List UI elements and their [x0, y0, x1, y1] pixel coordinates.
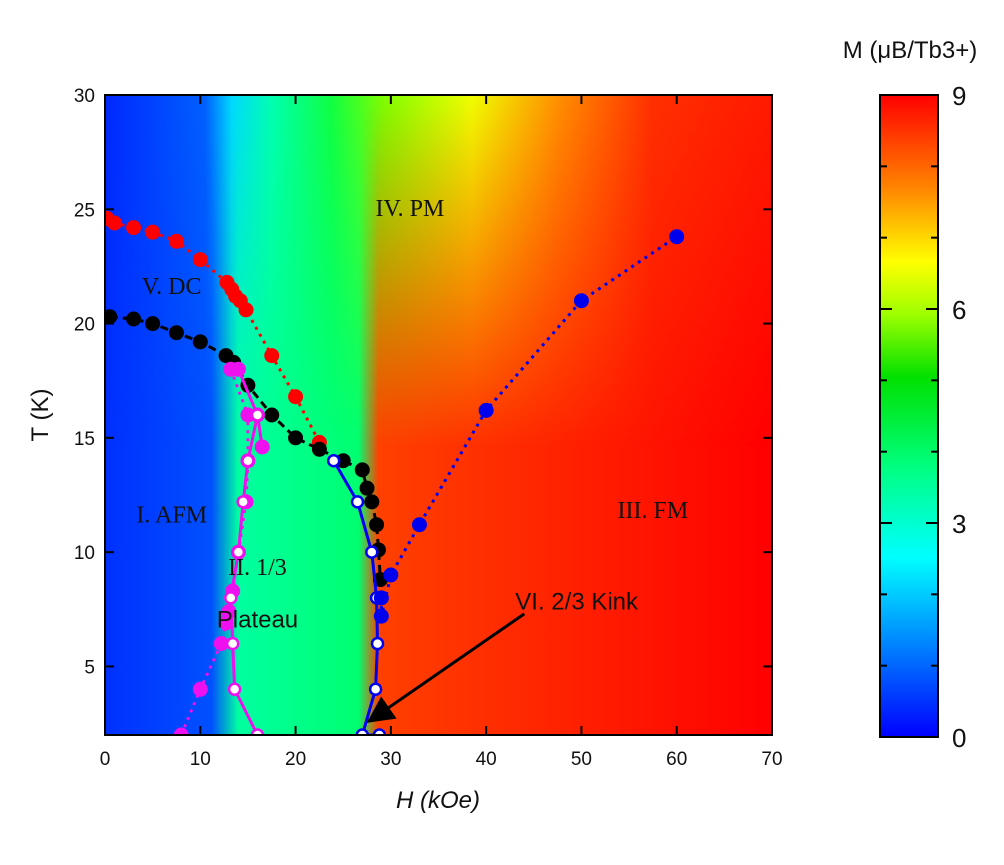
data-point	[264, 407, 280, 423]
series-line-4	[229, 414, 259, 735]
x-tick-label: 20	[285, 749, 306, 770]
data-point	[192, 681, 208, 697]
annotation-arrow	[366, 612, 526, 723]
region-label: IV. PM	[375, 196, 444, 222]
x-axis: 0 10 20 30 40 50 60 70	[100, 95, 783, 770]
data-point	[370, 636, 385, 651]
x-axis-symbol: H (kOe)	[396, 787, 480, 814]
data-point	[364, 494, 380, 510]
data-point	[126, 220, 142, 236]
data-point	[355, 728, 370, 735]
region-label: III. FM	[618, 498, 689, 524]
colorbar-tick-label: 9	[952, 81, 966, 111]
data-point	[225, 636, 240, 651]
data-point	[241, 453, 255, 468]
annotation-arrow-layer	[366, 612, 526, 723]
region-label: I. AFM	[136, 502, 207, 528]
data-point	[264, 348, 280, 364]
region-labels-layer: I. AFM II. 1/3 Plateau III. FM IV. PM V. DC VI…	[136, 196, 688, 633]
data-point	[168, 325, 184, 341]
region-label: Plateau	[217, 607, 298, 634]
region-label: V. DC	[142, 274, 202, 300]
data-point	[372, 728, 387, 735]
x-tick-label: 0	[100, 749, 111, 770]
y-tick-label: 5	[84, 657, 95, 678]
data-point	[373, 608, 389, 624]
data-point	[288, 430, 304, 446]
data-point	[573, 293, 589, 309]
data-point	[223, 361, 239, 377]
y-tick-label: 10	[74, 543, 95, 564]
heatmap-field	[105, 95, 772, 735]
colorbar-tick-label: 0	[952, 723, 966, 753]
data-point	[236, 495, 250, 509]
data-point	[250, 728, 265, 735]
data-point	[411, 517, 427, 533]
colorbar-ticks: 0 3 6 9	[880, 81, 966, 753]
data-point	[227, 682, 242, 697]
data-point	[326, 453, 341, 468]
data-point	[231, 545, 246, 559]
region-label: II. 1/3	[228, 555, 287, 581]
y-tick-label: 20	[74, 315, 95, 336]
data-point	[383, 567, 399, 583]
y-axis: 5 10 15 20 25 30	[74, 86, 772, 678]
data-point	[254, 439, 270, 455]
data-series-layer	[105, 210, 685, 735]
x-tick-label: 50	[571, 749, 592, 770]
x-tick-label: 60	[666, 749, 687, 770]
y-tick-label: 15	[74, 429, 95, 450]
data-point	[365, 545, 379, 559]
y-tick-label: 30	[74, 86, 95, 107]
region-label: VI. 2/3 Kink	[515, 588, 639, 615]
data-point	[311, 441, 327, 457]
data-point	[368, 682, 383, 697]
x-tick-label: 40	[476, 749, 497, 770]
data-point	[669, 229, 685, 245]
data-point	[192, 334, 208, 350]
data-point	[359, 480, 375, 496]
y-tick-label: 25	[74, 200, 95, 221]
data-point	[168, 233, 184, 249]
colorbar-gradient	[879, 94, 939, 738]
data-point	[238, 302, 254, 318]
data-point	[369, 517, 385, 533]
data-point	[350, 495, 365, 509]
data-point	[250, 408, 265, 422]
data-point	[224, 591, 238, 605]
data-point	[478, 402, 494, 418]
colorbar-tick-label: 6	[952, 295, 966, 325]
x-axis-title: H (kOe)	[396, 787, 480, 814]
x-tick-label: 10	[190, 749, 211, 770]
x-tick-label: 30	[380, 749, 401, 770]
y-axis-title: T (K)	[27, 389, 54, 442]
series-line-0	[106, 217, 321, 444]
colorbar-title: M (μB/Tb3+)	[843, 37, 978, 64]
data-point	[373, 590, 389, 606]
data-point	[354, 462, 370, 478]
data-point	[288, 389, 304, 405]
data-point	[173, 727, 189, 735]
colorbar: 0 3 6 9 M (μB/Tb3+)	[843, 37, 978, 753]
data-point	[126, 311, 142, 327]
data-point	[145, 224, 161, 240]
plot-frame	[104, 94, 773, 736]
data-point	[107, 215, 123, 231]
x-tick-label: 70	[761, 749, 782, 770]
data-point	[145, 316, 161, 332]
data-point	[192, 252, 208, 268]
colorbar-tick-label: 3	[952, 509, 966, 539]
